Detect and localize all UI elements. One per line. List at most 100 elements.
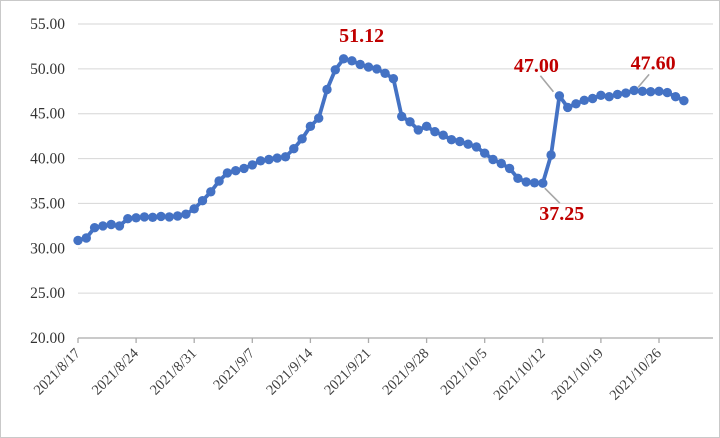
data-point-marker [255,156,266,166]
data-point-marker [587,93,598,104]
x-axis-label: 2021/8/24 [89,345,142,398]
data-point-marker [430,127,440,137]
annotation-label-47.00: 47.00 [514,55,559,77]
x-axis-label: 2021/10/5 [438,346,491,399]
data-point-marker [421,121,432,131]
data-point-marker [131,213,141,223]
data-point-marker [637,86,648,97]
data-point-marker [247,160,257,170]
x-axis-label: 2021/9/21 [321,346,374,399]
data-point-marker [538,178,548,188]
x-axis-label: 2021/9/14 [263,345,316,398]
data-point-marker [289,144,299,154]
data-point-marker [563,102,573,113]
data-point-marker [114,221,125,231]
data-point-marker [388,74,399,84]
data-point-marker [181,209,191,219]
x-axis-label: 2021/9/28 [380,346,433,399]
data-point-marker [496,158,506,169]
data-point-marker [123,214,133,224]
x-axis-label: 2021/10/12 [491,346,549,404]
data-point-marker [81,233,92,243]
data-point-marker [98,221,108,231]
data-point-marker [480,148,490,158]
y-axis-label: 40.00 [30,151,65,168]
data-point-marker [206,187,216,197]
x-axis-label: 2021/8/17 [31,346,84,399]
data-point-marker [654,86,664,97]
data-point-marker [529,178,540,188]
data-point-marker [571,99,581,109]
data-point-marker [89,223,100,233]
data-point-marker [579,95,589,106]
x-axis-label: 2021/10/19 [549,346,607,404]
data-point-marker [197,196,208,206]
data-point-marker [646,87,656,97]
data-point-marker [471,142,482,152]
x-axis-label: 2021/9/7 [210,346,258,394]
data-point-marker [546,150,556,160]
data-point-marker [463,139,473,149]
data-point-marker [322,84,332,95]
annotation-leader-line [544,187,561,204]
data-point-marker [73,235,83,246]
data-point-marker [554,91,565,101]
x-axis-label: 2021/8/31 [147,346,200,399]
data-point-marker [604,92,614,102]
y-axis-label: 45.00 [30,106,65,123]
data-point-marker [239,163,249,174]
data-point-marker [621,88,631,98]
y-axis-label: 20.00 [30,330,65,347]
x-axis-label: 2021/10/26 [607,346,665,404]
annotation-leader-line [539,75,555,93]
data-point-marker [347,56,357,66]
annotation-label-47.60: 47.60 [631,52,676,74]
data-point-marker [662,87,672,98]
data-point-marker [455,136,465,147]
data-point-marker [380,68,390,79]
data-point-marker [670,92,681,102]
y-axis-label: 50.00 [30,61,65,78]
y-axis-label: 35.00 [30,195,65,212]
data-point-marker [314,113,324,123]
data-point-marker [264,154,274,165]
data-point-marker [272,153,282,163]
data-point-marker [297,134,307,144]
data-point-marker [280,152,291,162]
data-point-marker [222,168,233,178]
data-point-marker [521,177,531,187]
data-point-marker [214,176,224,186]
data-point-marker [612,89,623,100]
data-point-marker [513,173,523,183]
data-point-marker [446,135,457,145]
data-point-marker [330,65,340,75]
data-point-marker [363,62,374,72]
data-point-marker [156,211,166,222]
data-point-marker [106,219,116,230]
y-axis-label: 55.00 [30,16,65,33]
annotation-label-37.25: 37.25 [539,203,584,225]
data-point-marker [172,211,183,221]
data-point-marker [231,166,241,176]
data-point-marker [629,85,639,96]
data-point-marker [488,154,498,165]
y-axis-label: 25.00 [30,285,65,302]
annotation-label-51.12: 51.12 [339,25,384,47]
data-point-marker [338,54,349,64]
data-point-marker [355,59,365,70]
data-point-marker [596,90,606,101]
data-point-marker [405,117,415,127]
data-point-marker [189,204,199,214]
data-point-marker [148,212,158,222]
data-point-marker [504,163,515,174]
data-point-marker [164,212,174,222]
data-point-marker [679,96,689,106]
data-point-marker [397,111,407,122]
data-point-marker [438,130,448,140]
annotation-leader-line [637,73,650,88]
y-axis-label: 30.00 [30,240,65,257]
data-point-marker [413,125,423,135]
data-point-marker [372,64,382,74]
